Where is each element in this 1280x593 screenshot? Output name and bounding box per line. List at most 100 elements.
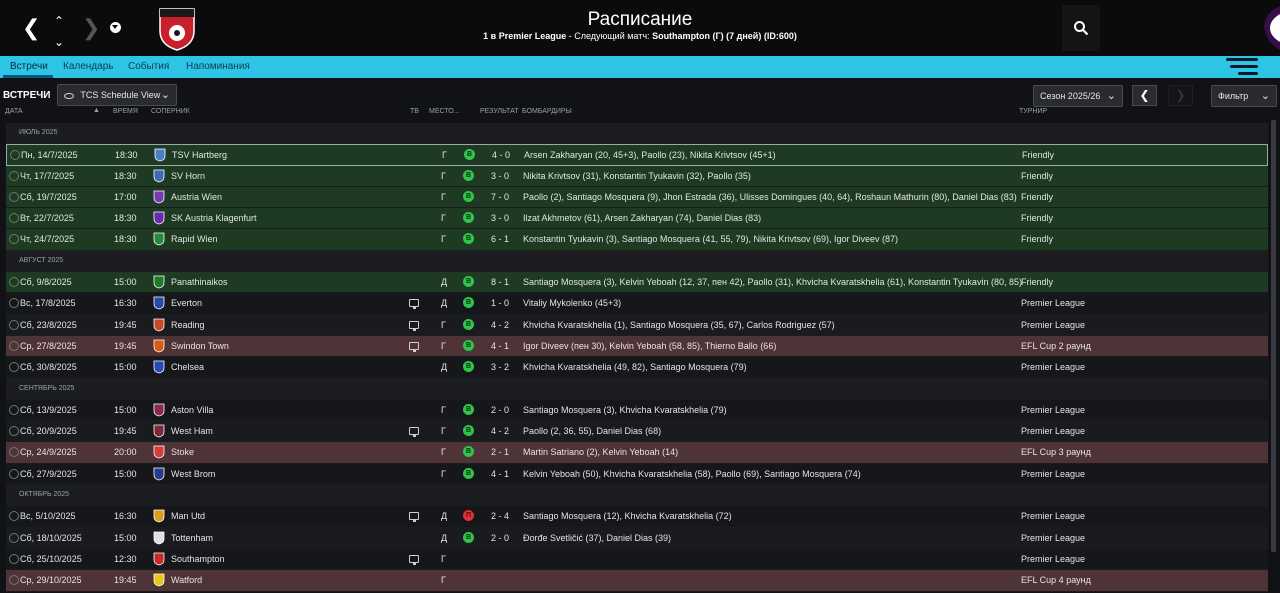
opponent-name[interactable]: Austria Wien [171,191,223,202]
competition[interactable]: Friendly [1021,234,1054,245]
table-row[interactable]: Чт, 17/7/2025 18:30 SV Horn Г В 3 - 0 Nikita K… [6,165,1268,187]
season-select[interactable]: Сезон 2025/26 ⌄ [1033,85,1123,107]
tab-reminders[interactable]: Напоминания [186,61,250,72]
competition[interactable]: EFL Cup 4 раунд [1021,575,1091,586]
opponent-name[interactable]: SK Austria Klagenfurt [171,213,257,224]
table-row[interactable]: Сб, 20/9/2025 19:45 West Ham Г В 4 - 2 Paollo … [6,421,1268,443]
competition[interactable]: Premier League [1021,426,1086,437]
tab-events[interactable]: События [128,61,170,72]
competition[interactable]: Friendly [1021,191,1054,202]
previous-season-button[interactable]: ❮ [1132,85,1157,106]
league-crest-icon[interactable] [1260,4,1280,52]
sort-asc-icon[interactable]: ▲ [93,107,100,114]
search-button[interactable] [1062,5,1100,51]
competition[interactable]: Premier League [1021,362,1086,373]
opponent-name[interactable]: TSV Hartberg [172,150,228,161]
header-date[interactable]: ДАТА [5,108,23,115]
table-row[interactable]: Сб, 18/10/2025 15:00 Tottenham Д В 2 - 0 Đorđe… [6,527,1268,549]
competition[interactable]: Friendly [1021,277,1054,288]
table-row[interactable]: Ср, 24/9/2025 20:00 Stoke Г В 2 - 1 Martin Sat… [6,442,1268,464]
header-result[interactable]: РЕЗУЛЬТАТ [480,108,519,115]
table-row[interactable]: Сб, 23/8/2025 19:45 Reading Г В 4 - 2 Khvicha … [6,314,1268,336]
header-opponent[interactable]: СОПЕРНИК [151,108,190,115]
opponent-name[interactable]: Everton [171,298,203,309]
table-row[interactable]: Сб, 30/8/2025 15:00 Chelsea Д В 3 - 2 Khvicha … [6,357,1268,379]
match-score[interactable]: 7 - 0 [491,191,510,202]
competition[interactable]: Premier League [1021,553,1086,564]
opponent-name[interactable]: West Ham [171,426,213,437]
table-row[interactable]: Ср, 27/8/2025 19:45 Swindon Town Г В 4 - 1 Igo… [6,335,1268,358]
header-tv[interactable]: ТВ [410,108,419,115]
competition[interactable]: EFL Cup 3 раунд [1021,447,1091,458]
competition[interactable]: Friendly [1021,170,1054,181]
opponent-name[interactable]: Watford [171,575,203,586]
match-score[interactable]: 6 - 1 [491,234,510,245]
header-competition[interactable]: ТУРНИР [1019,108,1048,115]
tab-calendar[interactable]: Календарь [63,61,114,72]
opponent-name[interactable]: Stoke [171,447,195,458]
table-row[interactable]: Сб, 27/9/2025 15:00 West Brom Г В 4 - 1 Kelvin… [6,463,1268,486]
table-row[interactable]: Вс, 17/8/2025 16:30 Everton Д В 1 - 0 Vitaliy … [6,293,1268,315]
header-scorers[interactable]: БОМБАРДИРЫ [522,108,572,115]
table-row[interactable]: Сб, 13/9/2025 15:00 Aston Villa Г В 2 - 0 Sant… [6,399,1268,422]
competition[interactable]: Friendly [1021,213,1054,224]
competition[interactable]: Premier League [1021,404,1086,415]
back-arrow-icon[interactable]: ❮ [22,15,41,40]
match-score[interactable]: 4 - 0 [492,150,511,161]
scrollbar[interactable] [1271,120,1276,552]
match-score[interactable]: 2 - 0 [491,532,510,543]
league-name[interactable]: Premier League [498,31,567,41]
filter-select[interactable]: Фильтр ⌄ [1211,85,1277,107]
header-time[interactable]: ВРЕМЯ [113,108,138,115]
competition[interactable]: Premier League [1021,468,1086,479]
match-score[interactable]: 2 - 4 [491,511,510,522]
down-chevron-icon[interactable]: ⌄ [54,35,65,49]
next-season-button[interactable]: ❯ [1168,85,1193,106]
opponent-name[interactable]: Aston Villa [171,404,214,415]
table-row[interactable]: Чт, 24/7/2025 18:30 Rapid Wien Г В 6 - 1 Konst… [6,229,1268,251]
competition[interactable]: Premier League [1021,532,1086,543]
table-row[interactable]: Сб, 19/7/2025 17:00 Austria Wien Г В 7 - 0 Pao… [6,186,1268,209]
view-select[interactable]: TCS Schedule View ⌄ [57,84,177,106]
next-match-info[interactable]: Southampton (Г) (7 дней) (ID:600) [652,31,797,41]
table-row[interactable]: Сб, 9/8/2025 15:00 Panathinaikos Д В 8 - 1 San… [6,272,1268,294]
opponent-name[interactable]: West Brom [171,468,216,479]
forward-arrow-icon[interactable]: ❯ [82,15,101,40]
match-score[interactable]: 3 - 0 [491,213,510,224]
competition[interactable]: Premier League [1021,298,1086,309]
match-score[interactable]: 3 - 0 [491,170,510,181]
table-row[interactable]: Вт, 22/7/2025 18:30 SK Austria Klagenfurt Г… [6,208,1268,230]
header-venue[interactable]: МЕСТО... [429,108,460,115]
opponent-name[interactable]: Reading [171,319,205,330]
opponent-name[interactable]: Panathinaikos [171,277,228,288]
match-score[interactable]: 3 - 2 [491,362,510,373]
match-score[interactable]: 4 - 2 [491,319,510,330]
opponent-name[interactable]: Chelsea [171,362,205,373]
match-score[interactable]: 8 - 1 [491,277,510,288]
menu-dropdown-icon[interactable] [110,22,121,33]
match-score[interactable]: 2 - 0 [491,404,510,415]
match-score[interactable]: 2 - 1 [491,447,510,458]
match-score[interactable]: 4 - 2 [491,426,510,437]
opponent-name[interactable]: Tottenham [171,532,214,543]
opponent-name[interactable]: SV Horn [171,170,206,181]
opponent-name[interactable]: Rapid Wien [171,234,218,245]
competition[interactable]: Premier League [1021,319,1086,330]
match-score[interactable]: 4 - 1 [491,468,510,479]
table-row[interactable]: Ср, 29/10/2025 19:45 Watford Г EFL Cup 4 рау… [6,570,1268,592]
opponent-name[interactable]: Swindon Town [171,340,229,351]
club-crest-icon[interactable] [156,5,198,51]
match-score[interactable]: 1 - 0 [491,298,510,309]
hamburger-menu-icon[interactable] [1222,58,1262,78]
competition[interactable]: Premier League [1021,511,1086,522]
opponent-name[interactable]: Southampton [171,553,225,564]
table-row[interactable]: Сб, 25/10/2025 12:30 Southampton Г Premier L… [6,548,1268,571]
tab-matches[interactable]: Встречи [10,61,48,72]
match-score[interactable]: 4 - 1 [491,340,510,351]
competition[interactable]: Friendly [1022,150,1055,161]
competition[interactable]: EFL Cup 2 раунд [1021,340,1091,351]
up-chevron-icon[interactable]: ⌃ [54,14,65,28]
table-row[interactable]: Пн, 14/7/2025 18:30 TSV Hartberg Г В 4 - 0 Ars… [6,144,1268,166]
table-row[interactable]: Вс, 5/10/2025 16:30 Man Utd Д П 2 - 4 Santiago… [6,506,1268,528]
opponent-name[interactable]: Man Utd [171,511,206,522]
